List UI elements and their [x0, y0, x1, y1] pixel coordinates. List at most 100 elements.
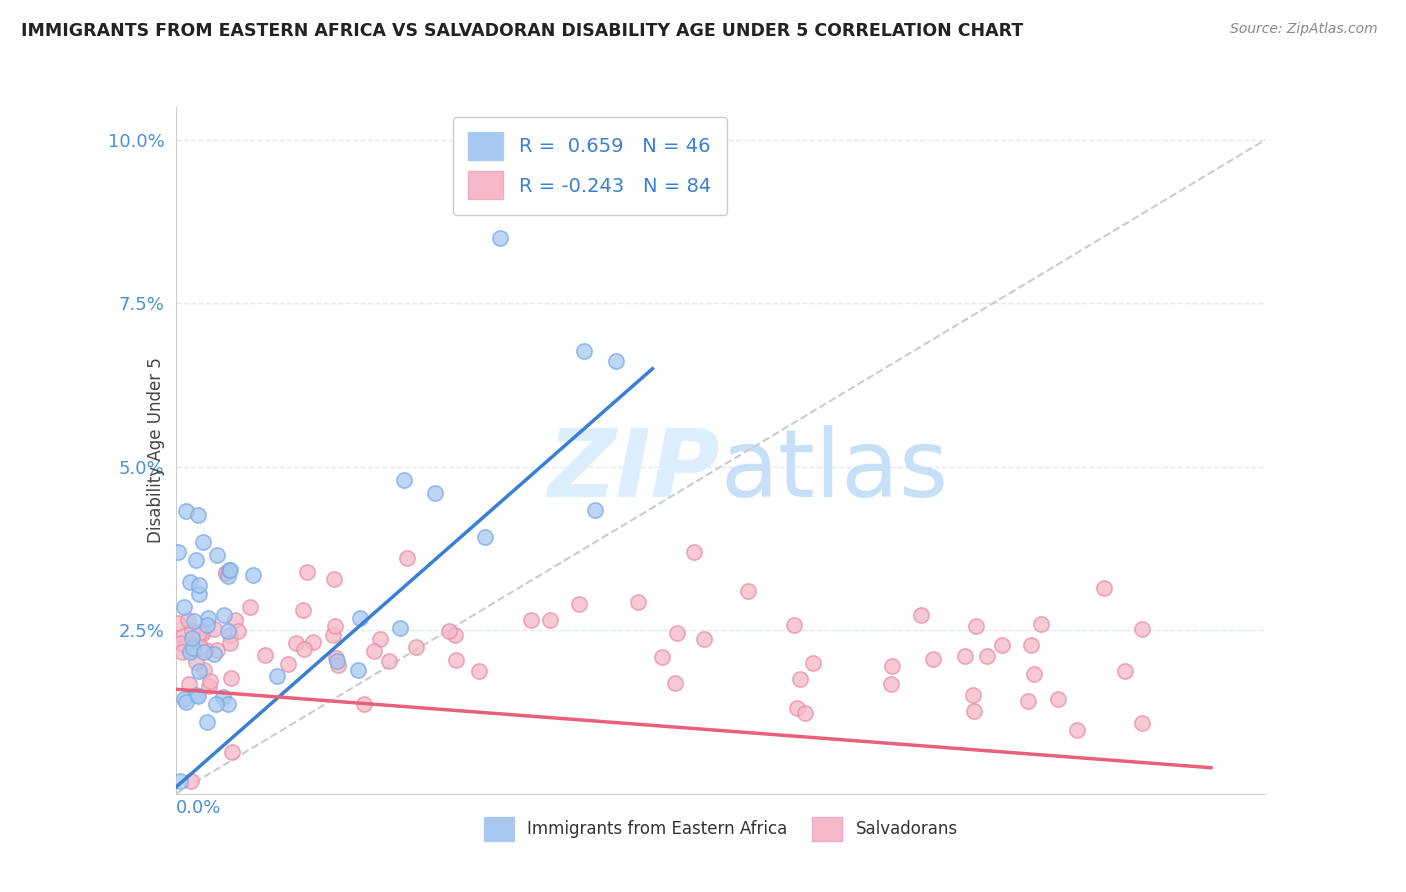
- Point: [353, 698, 375, 712]
- Point: [394, 474, 416, 488]
- Point: [538, 613, 561, 627]
- Point: [217, 569, 239, 583]
- Point: [254, 648, 277, 662]
- Point: [186, 552, 208, 566]
- Point: [568, 597, 591, 611]
- Point: [325, 651, 347, 665]
- Point: [184, 688, 207, 702]
- Point: [179, 575, 201, 590]
- Point: [295, 566, 318, 580]
- Point: [217, 698, 239, 712]
- Legend: Immigrants from Eastern Africa, Salvadorans: Immigrants from Eastern Africa, Salvador…: [477, 811, 965, 847]
- Point: [212, 690, 235, 705]
- Point: [190, 627, 212, 641]
- Point: [188, 640, 211, 655]
- Point: [188, 587, 211, 601]
- Point: [188, 626, 211, 640]
- Point: [519, 613, 541, 627]
- Point: [682, 545, 704, 559]
- Point: [202, 647, 225, 661]
- Point: [326, 654, 349, 668]
- Point: [205, 697, 228, 711]
- Point: [266, 668, 288, 682]
- Point: [1130, 716, 1153, 731]
- Point: [195, 617, 218, 632]
- Point: [1021, 638, 1043, 652]
- Point: [214, 608, 236, 623]
- Point: [292, 642, 315, 657]
- Point: [793, 706, 815, 721]
- Point: [193, 645, 215, 659]
- Point: [191, 624, 214, 639]
- Point: [187, 690, 209, 704]
- Point: [198, 674, 221, 689]
- Point: [425, 486, 447, 500]
- Point: [976, 649, 998, 664]
- Point: [405, 640, 427, 654]
- Point: [177, 613, 200, 627]
- Point: [180, 624, 202, 638]
- Point: [224, 614, 246, 628]
- Point: [174, 639, 197, 653]
- Point: [786, 700, 808, 714]
- Point: [782, 618, 804, 632]
- Point: [173, 599, 195, 614]
- Point: [167, 545, 190, 559]
- Point: [221, 745, 243, 759]
- Point: [205, 548, 228, 562]
- Point: [1130, 622, 1153, 636]
- Point: [664, 676, 686, 690]
- Point: [242, 567, 264, 582]
- Point: [292, 603, 315, 617]
- Point: [193, 664, 215, 678]
- Point: [219, 562, 242, 576]
- Point: [179, 645, 201, 659]
- Point: [167, 616, 190, 631]
- Point: [605, 354, 627, 368]
- Text: 0.0%: 0.0%: [176, 798, 221, 817]
- Point: [347, 663, 370, 677]
- Point: [651, 650, 673, 665]
- Point: [215, 566, 238, 580]
- Point: [583, 502, 606, 516]
- Point: [169, 773, 191, 788]
- Point: [170, 635, 193, 649]
- Point: [181, 640, 204, 655]
- Y-axis label: Disability Age Under 5: Disability Age Under 5: [146, 358, 165, 543]
- Point: [173, 692, 195, 706]
- Point: [187, 508, 209, 522]
- Point: [363, 643, 385, 657]
- Point: [880, 659, 903, 673]
- Point: [191, 535, 214, 549]
- Point: [172, 629, 194, 643]
- Point: [215, 566, 238, 581]
- Point: [183, 615, 205, 629]
- Point: [965, 618, 987, 632]
- Point: [195, 714, 218, 729]
- Point: [474, 530, 496, 544]
- Point: [188, 578, 211, 592]
- Point: [322, 628, 344, 642]
- Point: [801, 657, 824, 671]
- Point: [187, 664, 209, 678]
- Point: [328, 658, 350, 673]
- Point: [378, 654, 401, 668]
- Point: [180, 632, 202, 646]
- Point: [1066, 723, 1088, 737]
- Point: [226, 624, 249, 638]
- Text: atlas: atlas: [721, 425, 949, 517]
- Point: [388, 621, 411, 635]
- Point: [301, 634, 323, 648]
- Point: [444, 653, 467, 667]
- Point: [922, 652, 945, 666]
- Point: [322, 572, 344, 586]
- Point: [184, 655, 207, 669]
- Point: [172, 645, 194, 659]
- Point: [1029, 617, 1052, 632]
- Point: [574, 343, 596, 358]
- Point: [198, 679, 221, 693]
- Point: [991, 638, 1014, 652]
- Point: [218, 636, 240, 650]
- Point: [439, 624, 461, 638]
- Point: [180, 773, 202, 788]
